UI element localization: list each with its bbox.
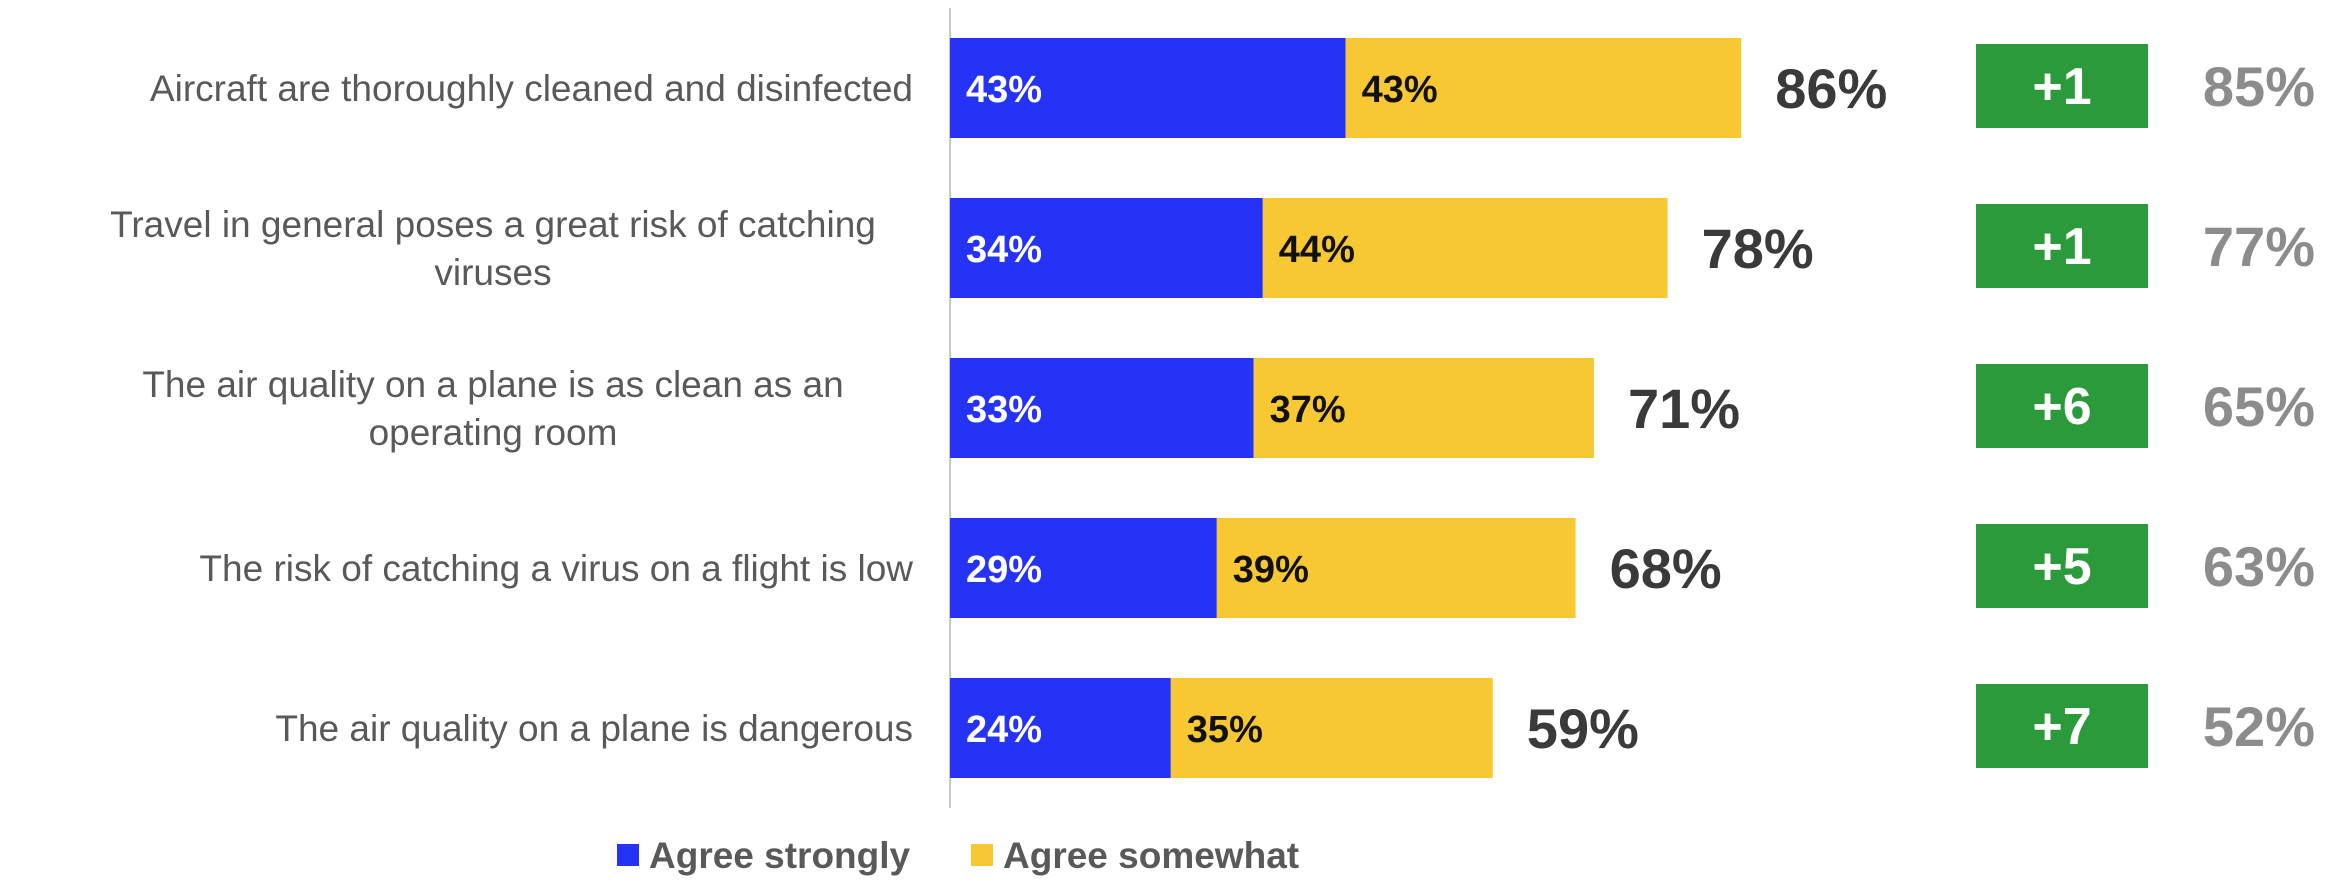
- change-badge: [1976, 684, 2148, 768]
- bar-agree-somewhat: [1253, 358, 1594, 458]
- bar-row: The risk of catching a virus on a flight…: [199, 518, 2315, 618]
- change-label: +6: [2032, 378, 2091, 436]
- legend-swatch: [971, 844, 993, 866]
- change-label: +1: [2032, 218, 2091, 276]
- bar-agree-somewhat: [1170, 678, 1493, 778]
- category-label: The risk of catching a virus on a flight…: [199, 548, 913, 589]
- bar-agree-somewhat: [1345, 38, 1742, 138]
- bar-agree-somewhat: [1216, 518, 1576, 618]
- bar-label-agree-somewhat: 39%: [1233, 549, 1309, 591]
- bar-row: The air quality on a plane is as clean a…: [142, 358, 2315, 458]
- total-label: 68%: [1610, 537, 1722, 600]
- bar-label-agree-strongly: 33%: [966, 389, 1042, 431]
- bar-agree-strongly: [950, 38, 1346, 138]
- bar-row: Aircraft are thoroughly cleaned and disi…: [150, 38, 2315, 138]
- previous-value: 63%: [2203, 535, 2315, 598]
- bar-label-agree-somewhat: 44%: [1279, 229, 1355, 271]
- bar-agree-somewhat: [1262, 198, 1668, 298]
- total-label: 86%: [1775, 57, 1887, 120]
- bar-label-agree-strongly: 34%: [966, 229, 1042, 271]
- category-label: The air quality on a plane is dangerous: [275, 708, 913, 749]
- change-badge: [1976, 204, 2148, 288]
- legend: Agree strongly Agree somewhat: [617, 835, 1299, 876]
- change-badge: [1976, 44, 2148, 128]
- bar-agree-strongly: [950, 678, 1171, 778]
- change-badge: [1976, 524, 2148, 608]
- bar-agree-strongly: [950, 358, 1254, 458]
- change-badge: [1976, 364, 2148, 448]
- category-label: Travel in general poses a great risk of …: [110, 204, 876, 293]
- change-label: +1: [2032, 58, 2091, 116]
- total-label: 78%: [1702, 217, 1814, 280]
- category-label: Aircraft are thoroughly cleaned and disi…: [150, 68, 913, 109]
- bar-row: The air quality on a plane is dangerous 2…: [275, 678, 2315, 778]
- change-label: +5: [2032, 538, 2091, 596]
- previous-value: 52%: [2203, 695, 2315, 758]
- previous-value: 77%: [2203, 215, 2315, 278]
- legend-swatch: [617, 844, 639, 866]
- bar-agree-strongly: [950, 198, 1263, 298]
- bar-label-agree-somewhat: 37%: [1270, 389, 1346, 431]
- bar-label-agree-strongly: 43%: [966, 69, 1042, 111]
- legend-label: Agree somewhat: [1003, 835, 1299, 876]
- bar-label-agree-strongly: 24%: [966, 709, 1042, 751]
- total-label: 59%: [1527, 697, 1639, 760]
- bar-label-agree-somewhat: 43%: [1362, 69, 1438, 111]
- total-label: 71%: [1628, 377, 1740, 440]
- bar-row: Travel in general poses a great risk of …: [110, 198, 2315, 298]
- legend-label: Agree strongly: [649, 835, 911, 876]
- previous-value: 85%: [2203, 55, 2315, 118]
- category-label: The air quality on a plane is as clean a…: [142, 364, 843, 453]
- previous-value: 65%: [2203, 375, 2315, 438]
- bar-agree-strongly: [950, 518, 1217, 618]
- bar-label-agree-strongly: 29%: [966, 549, 1042, 591]
- change-label: +7: [2032, 698, 2091, 756]
- bar-label-agree-somewhat: 35%: [1187, 709, 1263, 751]
